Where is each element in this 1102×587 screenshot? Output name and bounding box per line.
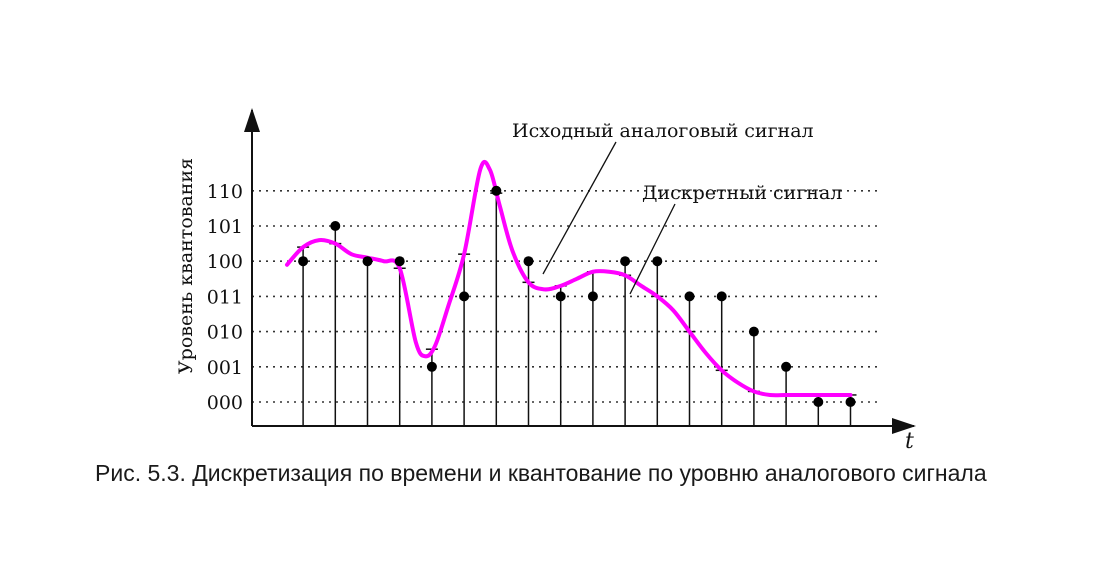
- analog-signal-curve: [285, 159, 853, 398]
- y-tick-label: 100: [207, 251, 243, 273]
- discrete-sample-point: [845, 397, 856, 407]
- discrete-sample-point: [652, 256, 663, 267]
- annotation-analog-signal: Исходный аналоговый сигнал: [512, 120, 814, 142]
- y-tick-label: 110: [207, 181, 243, 203]
- annotation-leader-discrete: [629, 203, 676, 295]
- discrete-sample-point: [555, 291, 566, 302]
- discrete-sample-point: [426, 361, 437, 372]
- discrete-sample-point: [716, 291, 727, 302]
- discrete-sample-point: [620, 256, 631, 267]
- y-tick-label: 010: [207, 322, 243, 344]
- discrete-sample-point: [491, 185, 502, 196]
- sample-stems: [297, 190, 857, 426]
- discrete-sample-point: [362, 256, 373, 267]
- discrete-sample-point: [587, 291, 598, 302]
- discrete-sample-point: [330, 221, 341, 231]
- y-axis-label: Уровень квантования: [175, 158, 197, 374]
- discrete-sample-point: [781, 361, 792, 372]
- x-axis-label: t: [905, 429, 914, 454]
- figure-caption: Рис. 5.3. Дискретизация по времени и ква…: [95, 460, 987, 486]
- discrete-sample-point: [459, 291, 470, 302]
- discrete-sample-point: [684, 291, 695, 302]
- discrete-sample-point: [813, 397, 824, 407]
- discrete-sample-point: [748, 326, 759, 337]
- annotation-leader-analog: [542, 141, 617, 275]
- y-tick-label: 001: [207, 357, 243, 379]
- discrete-sample-point: [523, 256, 534, 267]
- y-tick-label: 101: [207, 216, 243, 238]
- y-tick-labels: 000 001 010 011 100 101 110: [207, 181, 243, 414]
- y-tick-label: 000: [207, 392, 243, 414]
- discrete-sample-point: [394, 256, 405, 267]
- discrete-signal-points: [298, 185, 856, 407]
- annotation-discrete-signal: Дискретный сигнал: [642, 182, 842, 204]
- discrete-sample-point: [298, 256, 309, 267]
- y-tick-label: 011: [207, 286, 243, 308]
